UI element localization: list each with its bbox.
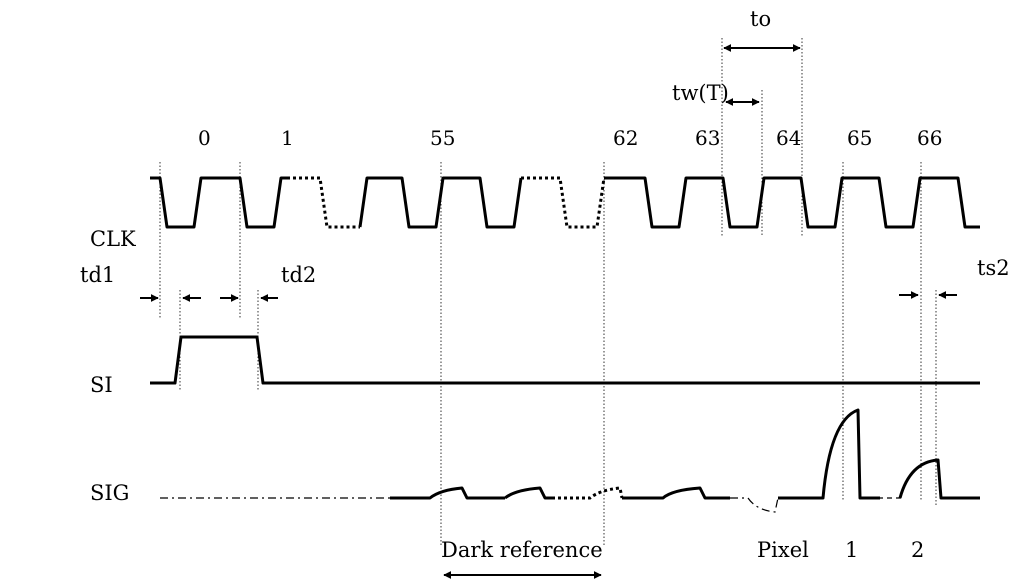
clk-trace-gap-2 [521,176,606,229]
dark-reference-label: Dark reference [441,538,603,562]
to-label: to [750,7,771,31]
sig-pixel-2-pulse [898,458,980,500]
clock-number-1: 1 [281,126,294,150]
clock-number-64: 64 [776,126,801,150]
sig-waveform [160,408,980,513]
sig-dark-pulse-2 [504,486,552,500]
clk-trace-gap-1 [287,176,360,229]
sig-pixel-1-pulse [778,408,880,500]
clk-label: CLK [90,227,136,251]
clock-number-62: 62 [613,126,638,150]
clock-number-55: 55 [430,126,455,150]
timing-arrows [140,44,957,579]
ts2-label: ts2 [977,256,1010,280]
clk-trace-start [150,176,287,229]
clk-trace-end [604,176,980,229]
pixel-2-label: 2 [911,538,924,562]
sig-dark-pulse-1 [390,486,505,500]
sig-dip-dashdot [730,497,779,513]
tw-label: tw(T) [672,81,729,105]
sig-dark-pulse-3 [622,486,730,500]
clk-trace-middle [358,176,523,229]
clock-number-65: 65 [847,126,872,150]
si-label: SI [90,373,113,397]
clock-number-66: 66 [917,126,942,150]
clk-waveform [150,176,980,229]
sig-dotted-gap [552,486,624,500]
td1-label: td1 [80,263,115,287]
td2-label: td2 [281,263,316,287]
sig-label: SIG [90,481,129,505]
guide-lines [159,38,937,545]
pixel-label: Pixel [757,538,809,562]
pixel-1-label: 1 [845,538,858,562]
clock-number-63: 63 [695,126,720,150]
clock-number-0: 0 [198,126,211,150]
si-waveform [150,335,980,385]
